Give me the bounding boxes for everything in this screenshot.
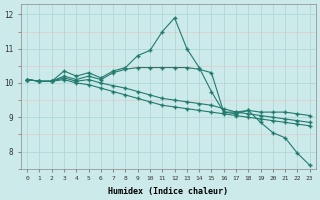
X-axis label: Humidex (Indice chaleur): Humidex (Indice chaleur) bbox=[108, 187, 228, 196]
